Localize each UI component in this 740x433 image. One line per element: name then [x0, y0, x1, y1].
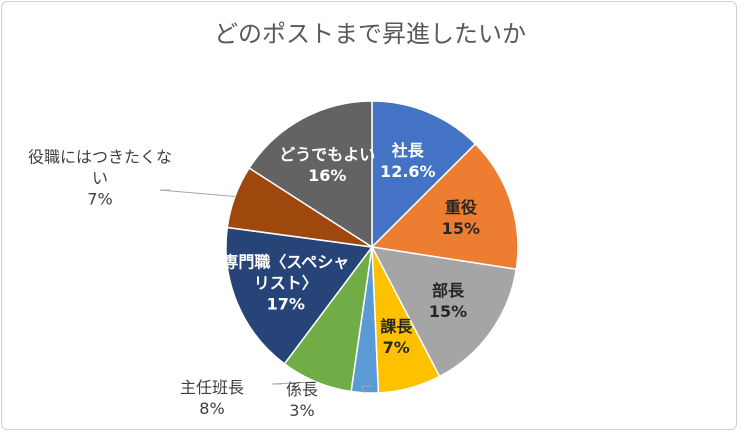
value-label: 17%: [266, 294, 305, 314]
value-label: 7%: [87, 189, 113, 209]
value-label: 15%: [441, 219, 480, 238]
data-label: 重役 15%: [442, 197, 480, 239]
pie-slice: [370, 246, 518, 378]
pie-slice: [225, 226, 374, 365]
value-label: 12.6%: [380, 161, 436, 181]
data-label: 主任班長 8%: [180, 377, 244, 419]
leader-line: [159, 189, 236, 198]
leader-line: [271, 381, 317, 385]
category-label: 役職にはつきたくない: [27, 147, 172, 188]
data-label: 係長 3%: [286, 379, 318, 421]
category-label: 主任班長: [179, 378, 245, 397]
category-label: どうでもよい: [279, 144, 376, 164]
category-label: 社長: [391, 140, 424, 160]
data-label: 役職にはつきたくない 7%: [25, 147, 175, 210]
category-label: 専門職〈スペシャリスト〉: [222, 252, 350, 293]
category-label: 重役: [444, 198, 477, 217]
pie-slice: [248, 100, 373, 249]
pie-slice: [371, 100, 477, 249]
value-label: 15%: [428, 302, 468, 322]
chart-title: どのポストまで昇進したいか: [214, 20, 526, 48]
data-label: 社長 12.6%: [380, 140, 436, 182]
category-label: 部長: [431, 281, 464, 301]
value-label: 3%: [289, 401, 315, 420]
data-label: 課長 7%: [380, 316, 412, 358]
pie-slice: [370, 142, 519, 271]
category-label: 課長: [380, 317, 413, 337]
data-label: 専門職〈スペシャリスト〉 17%: [221, 252, 351, 315]
category-label: 係長: [285, 380, 319, 399]
value-label: 8%: [199, 399, 225, 418]
value-label: 7%: [382, 338, 410, 358]
value-label: 16%: [308, 165, 347, 185]
data-label: どうでもよい 16%: [279, 144, 375, 186]
data-label: 部長 15%: [429, 280, 467, 322]
leader-line: [361, 385, 372, 394]
